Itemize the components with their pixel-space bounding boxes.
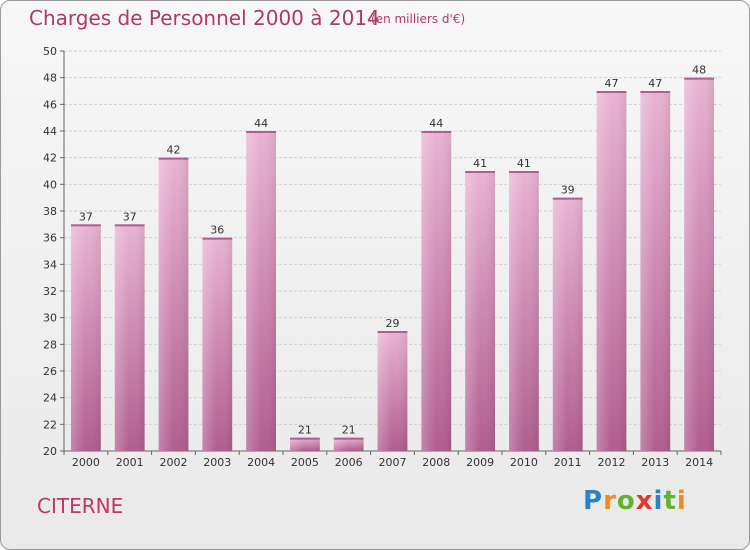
bar-top-edge [640, 91, 671, 93]
commune-name: CITERNE [37, 494, 124, 518]
y-tick-label: 28 [43, 338, 57, 351]
y-tick-label: 48 [43, 72, 57, 85]
logo-letter: i [676, 486, 687, 516]
bar-value-label: 29 [386, 317, 400, 330]
y-tick-label: 36 [43, 232, 57, 245]
x-tick-label: 2013 [641, 456, 669, 469]
y-tick-label: 38 [43, 205, 57, 218]
bar-value-label: 37 [79, 210, 93, 223]
y-tick-label: 50 [43, 45, 57, 58]
bar-top-edge [465, 171, 495, 173]
bar-shade [202, 237, 233, 451]
bar-value-label: 44 [254, 117, 268, 130]
bar-value-label: 47 [648, 77, 662, 90]
x-tick-label: 2014 [685, 456, 713, 469]
bar-value-label: 21 [342, 424, 356, 437]
bar-top-edge [158, 157, 189, 160]
bar-top-edge [509, 171, 539, 173]
bar-shade [333, 437, 364, 451]
x-tick-label: 2005 [291, 456, 319, 469]
x-tick-label: 2006 [335, 456, 363, 469]
bar-shade [552, 197, 583, 451]
x-tick-label: 2010 [510, 456, 538, 469]
bar-value-label: 36 [210, 224, 224, 237]
bar-shade [158, 157, 189, 451]
bar-shade [596, 91, 627, 451]
y-tick-label: 20 [43, 445, 57, 458]
bar-shade [509, 171, 539, 451]
y-tick-label: 46 [43, 98, 57, 111]
y-tick-label: 26 [43, 365, 57, 378]
chart-title: Charges de Personnel 2000 à 2014 [29, 6, 380, 30]
bar-value-label: 41 [517, 157, 531, 170]
bar-value-label: 41 [473, 157, 487, 170]
y-tick-label: 24 [43, 392, 57, 405]
bar-top-edge [333, 437, 364, 440]
bar-shade [290, 437, 320, 451]
bar-shade [114, 224, 145, 451]
proxiti-logo: Proxiti [583, 486, 687, 516]
bar-shade [465, 171, 495, 451]
x-tick-label: 2011 [554, 456, 582, 469]
bar-top-edge [71, 224, 101, 227]
bar-top-edge [377, 331, 408, 333]
logo-letter: t [663, 486, 677, 516]
x-tick-label: 2004 [247, 456, 275, 469]
bar-shade [684, 77, 714, 452]
bar-value-label: 39 [561, 184, 575, 197]
y-tick-label: 22 [43, 418, 57, 431]
bar-shade [246, 131, 276, 451]
bar-value-label: 42 [167, 144, 181, 157]
x-tick-label: 2007 [379, 456, 407, 469]
bar-value-label: 37 [123, 210, 137, 223]
bar-shade [640, 91, 671, 451]
bar-shade [421, 131, 452, 451]
logo-letter: r [603, 486, 617, 516]
bar-shade [377, 331, 408, 451]
chart-subtitle: (en milliers d'€) [371, 12, 466, 26]
bar-shade [71, 224, 101, 451]
y-tick-label: 32 [43, 285, 57, 298]
y-tick-label: 30 [43, 312, 57, 325]
bar-top-edge [684, 77, 714, 80]
x-tick-label: 2000 [72, 456, 100, 469]
x-tick-label: 2009 [466, 456, 494, 469]
x-tick-label: 2003 [203, 456, 231, 469]
bar-top-edge [290, 437, 320, 440]
bar-top-edge [202, 237, 233, 240]
logo-letter: i [653, 486, 664, 516]
x-tick-label: 2002 [160, 456, 188, 469]
logo-letter: x [635, 486, 654, 516]
y-tick-label: 40 [43, 178, 57, 191]
logo-letter: o [616, 486, 636, 516]
logo-letter: P [583, 486, 604, 516]
y-tick-label: 42 [43, 152, 57, 165]
bar-top-edge [246, 131, 276, 133]
bar-value-label: 47 [605, 77, 619, 90]
x-tick-label: 2001 [116, 456, 144, 469]
bar-top-edge [114, 224, 145, 227]
bar-top-edge [421, 131, 452, 133]
bar-value-label: 48 [692, 64, 706, 77]
x-tick-label: 2012 [598, 456, 626, 469]
y-tick-label: 34 [43, 258, 57, 271]
bar-value-label: 44 [429, 117, 443, 130]
bar-top-edge [596, 91, 627, 93]
bar-top-edge [552, 197, 583, 200]
y-tick-label: 44 [43, 125, 57, 138]
bar-value-label: 21 [298, 424, 312, 437]
x-tick-label: 2008 [422, 456, 450, 469]
